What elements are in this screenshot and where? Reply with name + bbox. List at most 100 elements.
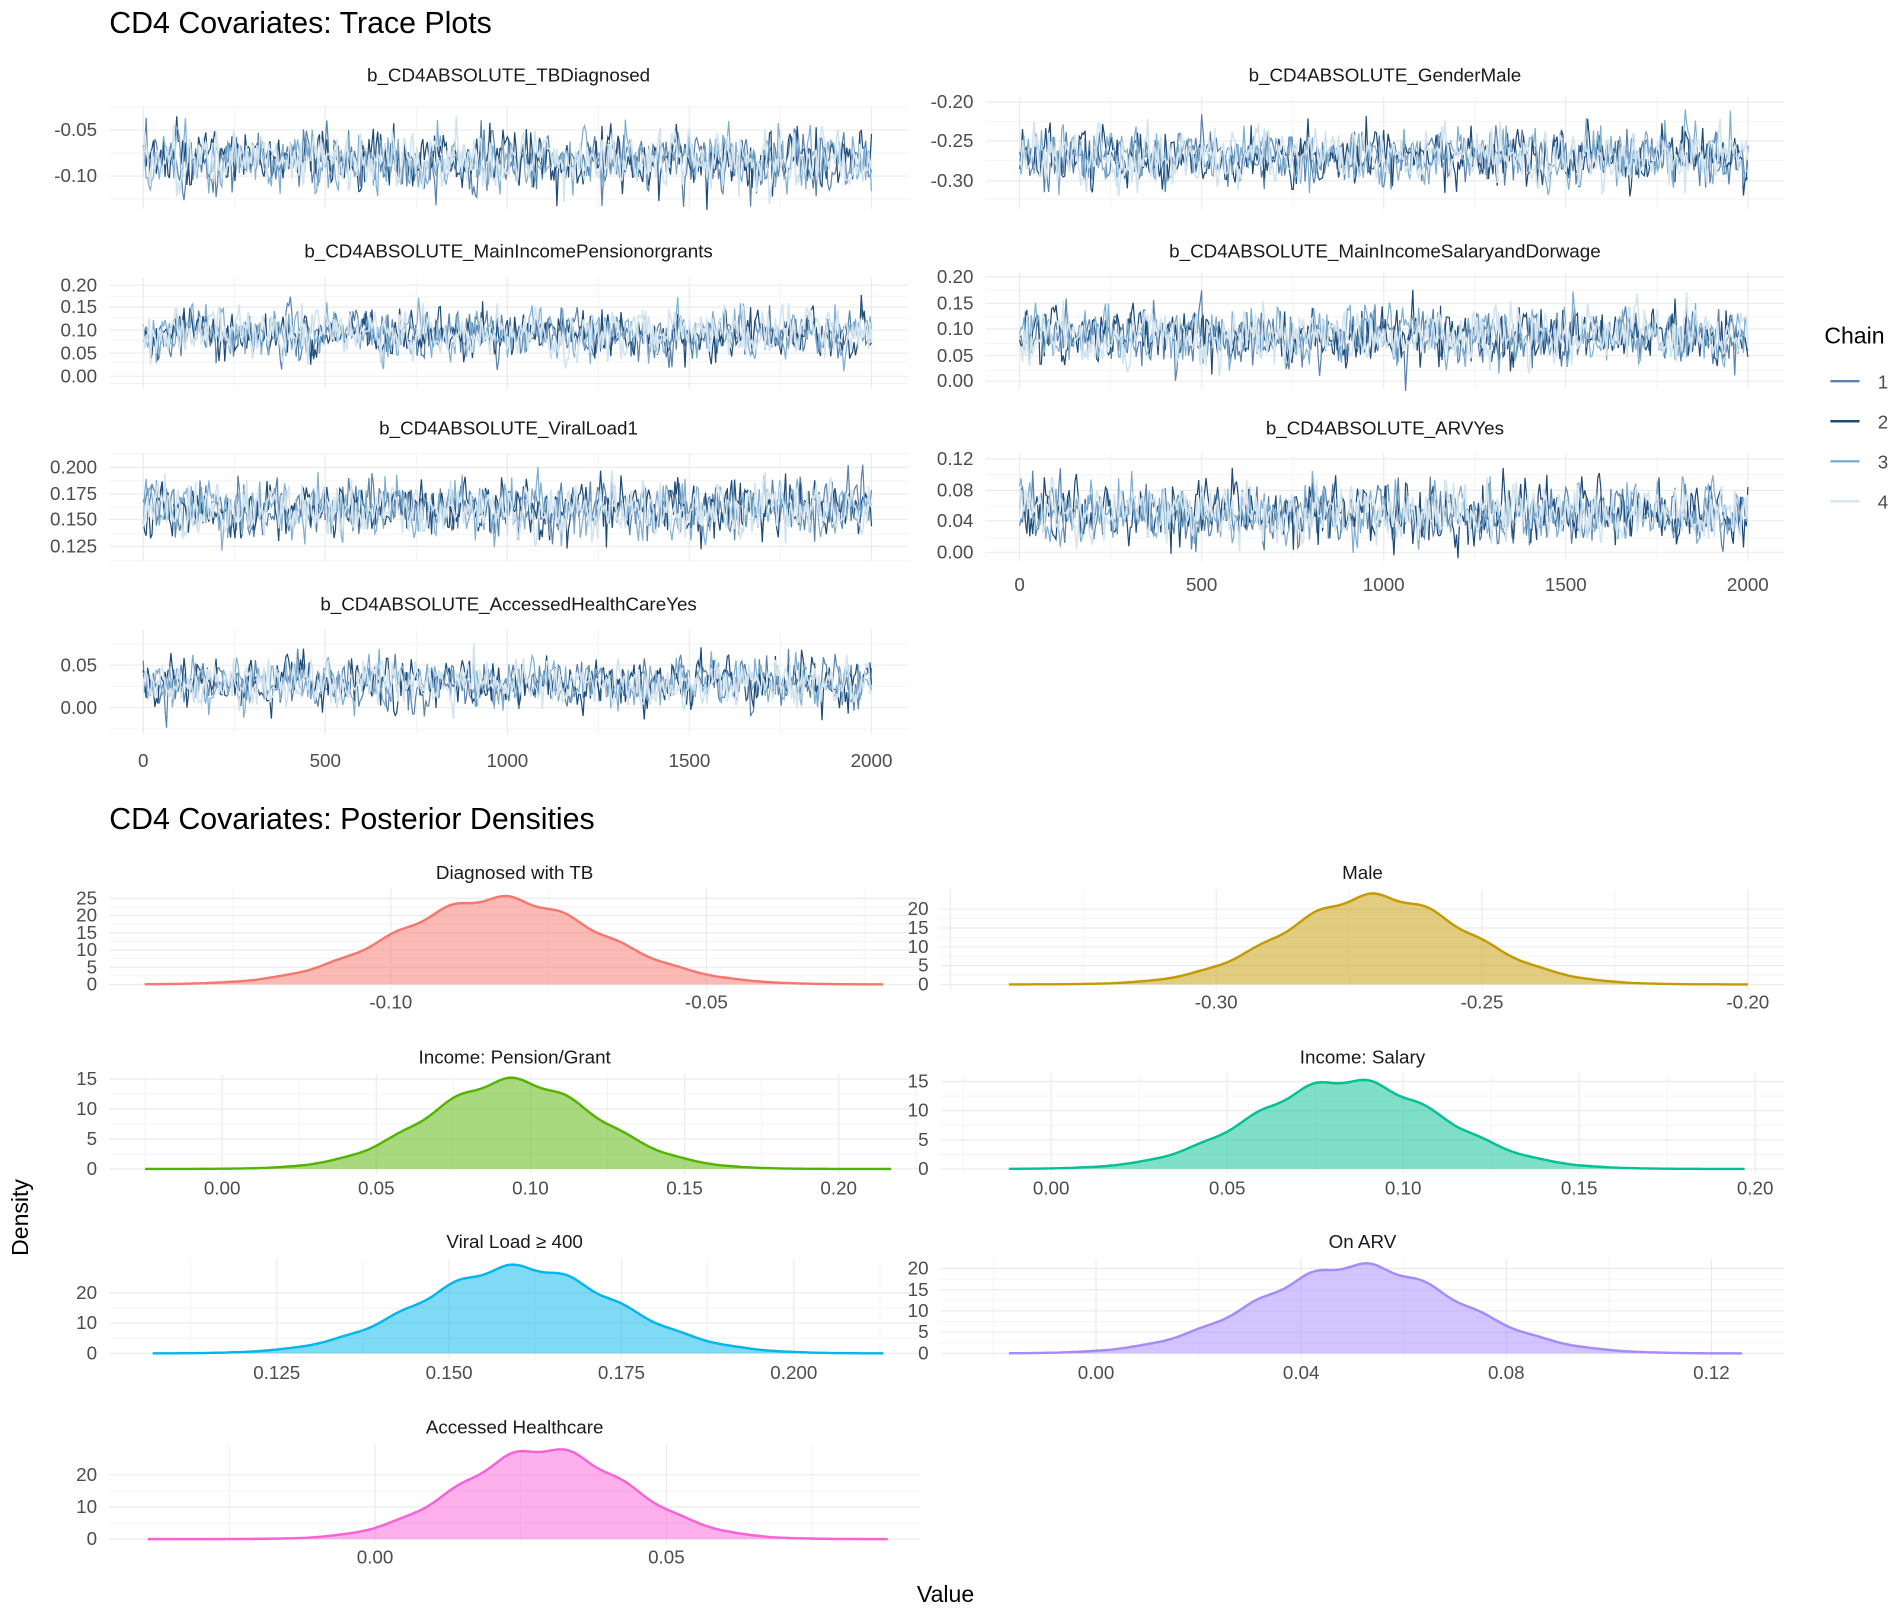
x-tick-label: -0.05: [685, 992, 728, 1013]
facet-title: b_CD4ABSOLUTE_ViralLoad1: [379, 418, 638, 440]
y-tick-label: 10: [908, 1100, 929, 1121]
facet-title: b_CD4ABSOLUTE_TBDiagnosed: [367, 64, 650, 86]
x-tick-label: 0.125: [253, 1362, 300, 1383]
x-tick-label: 1500: [1545, 574, 1587, 595]
density-area: [152, 1264, 884, 1354]
x-tick-label: 0.04: [1283, 1362, 1320, 1383]
x-tick-label: 0: [1014, 574, 1024, 595]
x-tick-label: 0.00: [204, 1177, 241, 1198]
y-tick-label: 10: [76, 1496, 97, 1517]
legend-title: Chain: [1824, 323, 1884, 349]
x-tick-label: 0.10: [1385, 1177, 1422, 1198]
facet-title: On ARV: [1329, 1231, 1397, 1252]
trace-plots: -0.05 -0.10 b_CD4ABSOLUTE_TBDiagnosed -0.20…: [50, 64, 1785, 771]
y-tick-label: 0.15: [937, 293, 974, 314]
density-area: [147, 1449, 888, 1540]
facet-title: Accessed Healthcare: [426, 1417, 604, 1438]
y-tick-label: -0.25: [931, 130, 974, 151]
y-tick-label: 0: [87, 1342, 97, 1363]
facet-title: b_CD4ABSOLUTE_AccessedHealthCareYes: [320, 594, 696, 616]
x-tick-label: 0.08: [1488, 1362, 1525, 1383]
x-tick-label: 0.20: [1737, 1177, 1774, 1198]
trace-line-chain-4: [1018, 476, 1749, 552]
trace-line-chain-4: [1018, 118, 1749, 197]
y-tick-label: 0: [87, 1158, 97, 1179]
y-tick-label: 0.15: [61, 296, 98, 317]
y-tick-label: 10: [908, 1300, 929, 1321]
x-tick-label: 0.15: [1561, 1177, 1598, 1198]
density-area: [145, 1077, 892, 1169]
x-tick-label: 2000: [851, 750, 893, 771]
y-tick-label: 0: [87, 1528, 97, 1549]
y-tick-label: 0.200: [50, 456, 97, 477]
density-area: [1008, 1263, 1743, 1354]
x-tick-label: 0.05: [648, 1546, 685, 1567]
y-tick-label: 0.05: [61, 654, 98, 675]
trace-line-chain-4: [1018, 292, 1749, 376]
trace-plots-title: CD4 Covariates: Trace Plots: [109, 7, 492, 40]
y-tick-label: 0: [918, 973, 928, 994]
density-line: [147, 1448, 888, 1541]
y-tick-label: 0: [918, 1342, 928, 1363]
trace-line-chain-3: [1018, 470, 1749, 553]
x-tick-label: 0.20: [820, 1177, 857, 1198]
x-tick-label: 0.00: [1078, 1362, 1115, 1383]
y-tick-label: 20: [76, 1282, 97, 1303]
legend-label: 2: [1878, 412, 1888, 433]
trace-line-chain-4: [142, 116, 873, 205]
trace-line-chain-4: [142, 643, 872, 720]
legend-label: 3: [1878, 452, 1888, 473]
trace-panel: 0.200.150.100.050.00 b_CD4ABSOLUTE_MainIn…: [61, 240, 908, 389]
trace-line-chain-1: [142, 117, 873, 208]
x-tick-label: 0.10: [512, 1177, 549, 1198]
y-tick-label: 25: [76, 887, 97, 908]
y-axis-label: Density: [7, 1179, 33, 1256]
x-tick-label: 0: [138, 750, 148, 771]
y-tick-label: 0: [918, 1158, 928, 1179]
density-panel: 20 10 0 0.125 0.150 0.175 0.200 Viral Load ≥ 40…: [76, 1231, 921, 1383]
facet-title: b_CD4ABSOLUTE_ARVYes: [1266, 418, 1504, 440]
y-tick-label: 15: [76, 1068, 97, 1089]
trace-panel: 0.200 0.175 0.150 0.125 b_CD4ABSOLUTE_ViralL…: [50, 418, 908, 562]
y-tick-label: -0.05: [54, 119, 97, 140]
y-tick-label: 15: [908, 1279, 929, 1300]
legend-label: 4: [1878, 492, 1888, 513]
trace-line-chain-3: [142, 118, 873, 197]
x-tick-label: -0.20: [1726, 992, 1769, 1013]
y-tick-label: 5: [918, 955, 928, 976]
x-tick-label: 0.12: [1693, 1362, 1730, 1383]
y-tick-label: 20: [76, 905, 97, 926]
x-tick-label: 0.00: [357, 1546, 394, 1567]
facet-title: b_CD4ABSOLUTE_MainIncomeSalaryandDorwage: [1169, 240, 1600, 262]
x-tick-label: 500: [310, 750, 341, 771]
y-tick-label: 5: [918, 1129, 928, 1150]
y-tick-label: 0.10: [61, 319, 98, 340]
density-line: [152, 1263, 884, 1355]
x-tick-label: -0.30: [1195, 992, 1238, 1013]
density-area: [1008, 893, 1748, 985]
y-tick-label: 0.20: [937, 266, 974, 287]
y-tick-label: 15: [908, 1071, 929, 1092]
trace-panel: 0.12 0.08 0.04 0.00 b_CD4ABSOLUTE_ARVYes 0 500…: [937, 418, 1785, 595]
x-tick-label: 0.05: [358, 1177, 395, 1198]
facet-title: Income: Pension/Grant: [419, 1046, 612, 1067]
y-tick-label: 5: [87, 956, 97, 977]
trace-line-chain-3: [1018, 109, 1749, 196]
x-tick-label: 0.00: [1033, 1177, 1070, 1198]
density-panel: 20 10 0 0.00 0.05 Accessed Healthcare: [76, 1417, 921, 1567]
y-tick-label: 10: [76, 1098, 97, 1119]
y-tick-label: 0.00: [937, 370, 974, 391]
y-tick-label: 0.150: [50, 509, 97, 530]
y-tick-label: 0: [87, 973, 97, 994]
y-tick-label: 20: [908, 1258, 929, 1279]
y-tick-label: 0.00: [937, 541, 974, 562]
x-tick-label: 0.150: [426, 1362, 473, 1383]
x-tick-label: -0.10: [369, 992, 412, 1013]
x-tick-label: 0.15: [666, 1177, 703, 1198]
y-tick-label: 0.20: [61, 274, 98, 295]
x-tick-label: 1000: [486, 750, 528, 771]
